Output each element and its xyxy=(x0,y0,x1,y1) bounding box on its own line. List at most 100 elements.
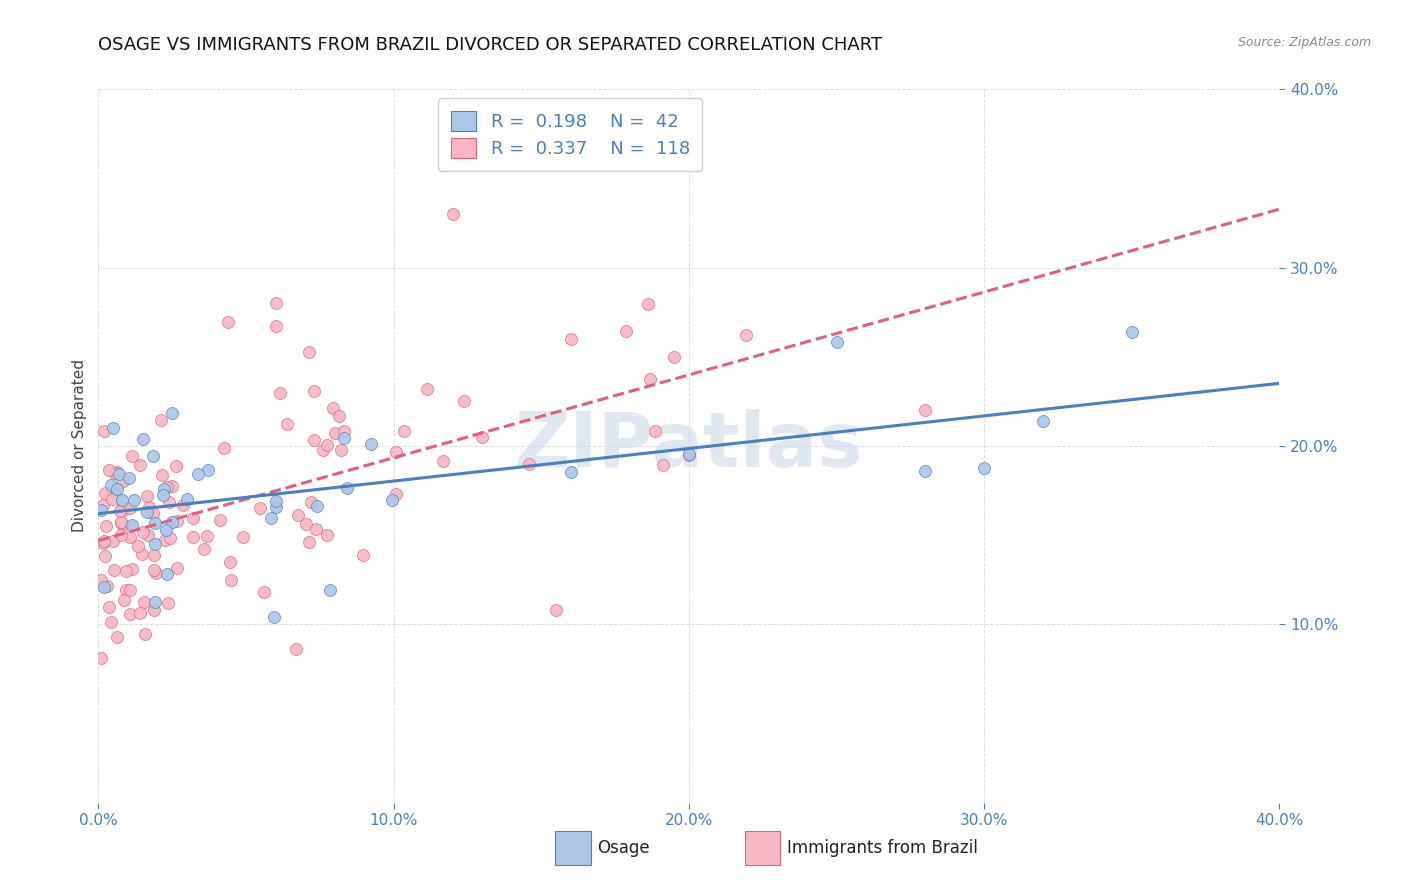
Point xyxy=(385,487,408,501)
Point xyxy=(209,513,232,527)
Point xyxy=(330,442,353,457)
Point xyxy=(129,606,152,620)
Point xyxy=(111,500,134,515)
Point xyxy=(108,504,131,518)
Point xyxy=(264,296,287,310)
Point xyxy=(121,561,143,575)
Point xyxy=(145,566,167,580)
Point xyxy=(105,466,128,480)
Point xyxy=(100,478,122,492)
Point xyxy=(108,467,131,482)
Point xyxy=(160,406,183,420)
Point xyxy=(471,430,494,444)
Point xyxy=(150,413,173,427)
Point xyxy=(302,434,325,448)
Point xyxy=(392,424,415,438)
Point xyxy=(103,467,125,481)
Point xyxy=(333,424,356,438)
Point xyxy=(232,530,254,544)
Point xyxy=(156,479,179,493)
Point xyxy=(103,563,125,577)
Point xyxy=(118,471,141,485)
Point xyxy=(105,482,128,496)
Point xyxy=(637,297,659,311)
Point xyxy=(152,488,174,502)
Point xyxy=(118,607,141,621)
Point xyxy=(181,511,204,525)
Legend: R =  0.198    N =  42, R =  0.337    N =  118: R = 0.198 N = 42, R = 0.337 N = 118 xyxy=(439,98,702,170)
Point xyxy=(111,517,134,532)
Point xyxy=(302,384,325,398)
Point xyxy=(118,501,141,516)
Point xyxy=(110,527,132,541)
Point xyxy=(115,582,138,597)
Point xyxy=(100,492,122,507)
Point xyxy=(155,523,177,537)
Point xyxy=(305,522,328,536)
Point xyxy=(90,503,112,517)
Point xyxy=(142,506,165,520)
Point xyxy=(263,610,285,624)
Point xyxy=(311,442,333,457)
Point xyxy=(315,528,337,542)
Point xyxy=(90,573,112,587)
Point xyxy=(264,493,287,508)
Point xyxy=(319,583,342,598)
Point xyxy=(385,445,408,459)
Point xyxy=(544,603,567,617)
Point xyxy=(735,327,758,342)
Point xyxy=(121,518,143,533)
Point xyxy=(914,403,936,417)
Point xyxy=(181,530,204,544)
Point xyxy=(266,319,288,334)
Text: ZIPatlas: ZIPatlas xyxy=(515,409,863,483)
Point xyxy=(143,594,166,608)
Point xyxy=(1032,414,1054,428)
Point xyxy=(103,421,125,435)
Point xyxy=(162,478,184,492)
Point xyxy=(298,535,321,549)
Point xyxy=(118,530,141,544)
Point xyxy=(100,615,122,630)
Point xyxy=(143,516,166,530)
Point xyxy=(360,437,382,451)
Point xyxy=(131,547,153,561)
Point xyxy=(150,468,173,483)
Point xyxy=(299,495,322,509)
Point xyxy=(333,432,356,446)
Point xyxy=(105,630,128,644)
Point xyxy=(121,449,143,463)
Point xyxy=(284,641,307,656)
Bar xyxy=(745,831,780,865)
Text: Osage: Osage xyxy=(598,839,650,857)
Point xyxy=(142,449,165,463)
Point xyxy=(276,417,298,431)
Point xyxy=(195,529,218,543)
Point xyxy=(93,424,115,438)
Text: Source: ZipAtlas.com: Source: ZipAtlas.com xyxy=(1237,36,1371,49)
Point xyxy=(432,454,454,468)
Point xyxy=(143,537,166,551)
Point xyxy=(110,516,132,530)
Point xyxy=(973,460,995,475)
Point xyxy=(193,542,215,557)
Point xyxy=(335,481,357,495)
Point xyxy=(212,441,235,455)
Point xyxy=(156,597,179,611)
Point xyxy=(97,599,120,614)
Point xyxy=(560,332,582,346)
Point xyxy=(129,458,152,473)
Point xyxy=(166,514,188,528)
Point xyxy=(111,492,134,507)
Point xyxy=(416,382,439,396)
Point xyxy=(103,533,125,548)
Point xyxy=(122,492,145,507)
Point xyxy=(142,563,165,577)
Point xyxy=(644,424,666,438)
Point xyxy=(517,457,540,471)
Point xyxy=(678,447,700,461)
Point xyxy=(159,531,181,545)
Point xyxy=(142,603,165,617)
Point xyxy=(825,335,848,350)
Point xyxy=(664,350,686,364)
